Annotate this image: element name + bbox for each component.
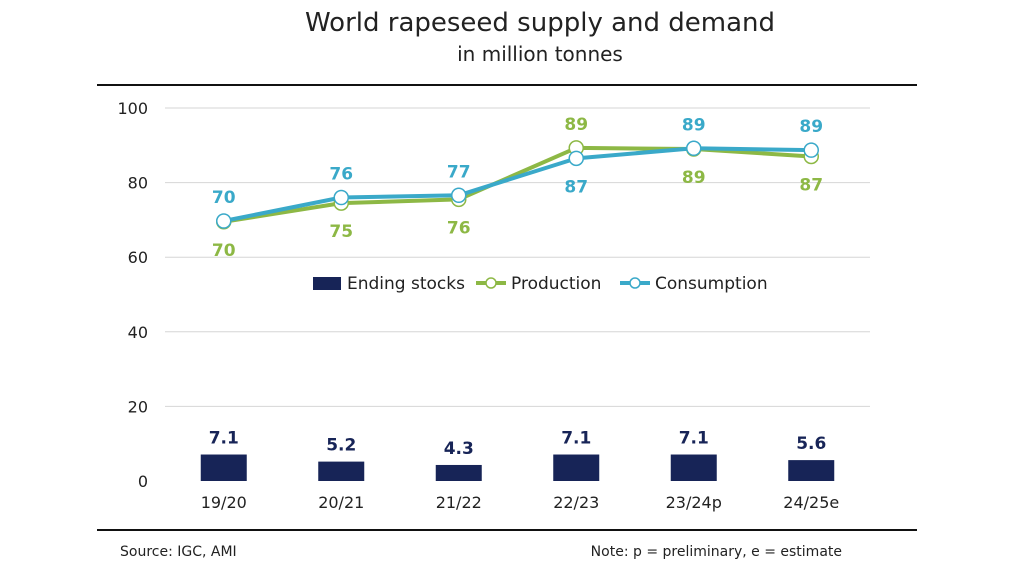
production-value-label: 87 — [799, 175, 823, 195]
consumption-point — [451, 187, 467, 204]
chart-title: World rapeseed supply and demand — [304, 8, 776, 38]
legend: Ending stocks Production Consumption — [313, 274, 768, 294]
production-value-label: 89 — [682, 168, 706, 188]
ending-stocks-bar — [670, 454, 717, 481]
ending-stocks-bar — [788, 460, 835, 481]
legend-marker-consumption — [629, 277, 641, 289]
y-tick-label: 60 — [128, 248, 148, 267]
source-note: Source: IGC, AMI — [120, 544, 237, 560]
y-tick-label: 100 — [117, 99, 148, 118]
bottom-rule — [97, 529, 917, 531]
x-tick-label: 22/23 — [553, 493, 599, 512]
y-tick-label: 0 — [138, 472, 148, 491]
x-tick-label: 20/21 — [318, 493, 364, 512]
consumption-value-label: 76 — [329, 165, 353, 185]
consumption-point — [333, 189, 349, 206]
consumption-value-label: 70 — [212, 188, 236, 208]
bar-value-label: 5.6 — [796, 434, 826, 454]
chart-subtitle: in million tonnes — [457, 42, 623, 66]
x-tick-label: 19/20 — [201, 493, 247, 512]
bar-value-label: 4.3 — [444, 439, 474, 459]
legend-label-production: Production — [511, 274, 601, 294]
consumption-point — [686, 140, 702, 157]
y-tick-label: 40 — [128, 323, 148, 342]
data-labels: 7.1 5.2 4.3 7.1 7.1 5.6 70 70 76 75 77 76 87 89 89 89 89… — [209, 115, 827, 459]
production-line — [223, 145, 812, 224]
grid-lines — [165, 107, 870, 407]
y-tick-label: 80 — [128, 174, 148, 193]
top-rule — [97, 84, 917, 86]
ending-stocks-bar — [435, 464, 482, 481]
line-series — [216, 140, 819, 230]
consumption-line — [223, 146, 812, 223]
bar-value-label: 7.1 — [561, 429, 591, 449]
x-tick-label: 24/25e — [783, 493, 839, 512]
consumption-value-label: 87 — [564, 177, 588, 197]
legend-swatch-ending-stocks — [313, 277, 341, 290]
footnote: Note: p = preliminary, e = estimate — [590, 544, 842, 560]
consumption-value-label: 89 — [799, 117, 823, 137]
x-axis-ticks: 19/20 20/21 21/22 22/23 23/24p 24/25e — [201, 493, 840, 512]
production-value-label: 75 — [329, 222, 353, 242]
x-tick-label: 21/22 — [436, 493, 482, 512]
x-tick-label: 23/24p — [666, 493, 722, 512]
bar-value-label: 5.2 — [326, 436, 356, 456]
production-value-label: 89 — [564, 115, 588, 135]
consumption-point — [568, 150, 584, 167]
y-tick-label: 20 — [128, 397, 148, 416]
ending-stocks-bars — [200, 454, 835, 481]
production-value-label: 70 — [212, 241, 236, 261]
consumption-value-label: 89 — [682, 115, 706, 135]
consumption-point — [803, 142, 819, 158]
ending-stocks-bar — [200, 454, 247, 481]
consumption-value-label: 77 — [447, 162, 471, 182]
production-value-label: 76 — [447, 218, 471, 238]
ending-stocks-bar — [318, 461, 365, 481]
consumption-point — [216, 213, 232, 229]
legend-label-consumption: Consumption — [655, 274, 768, 294]
bar-value-label: 7.1 — [209, 429, 239, 449]
legend-marker-production — [485, 277, 497, 289]
ending-stocks-bar — [553, 454, 600, 481]
y-axis-ticks: 0 20 40 60 80 100 — [117, 99, 148, 491]
legend-label-ending-stocks: Ending stocks — [347, 274, 465, 294]
bar-value-label: 7.1 — [679, 429, 709, 449]
